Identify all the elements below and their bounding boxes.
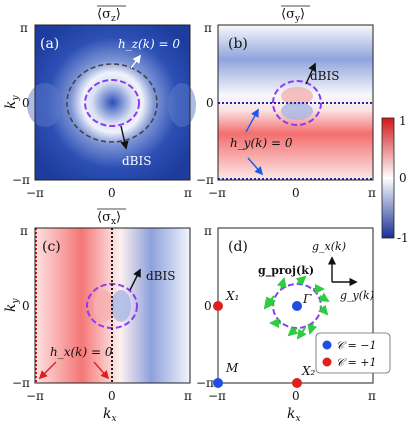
- field-arrow: [307, 322, 318, 335]
- panel-d-gamma-label: Γ: [302, 292, 312, 306]
- panel-b-hy-arrow-down: [247, 157, 264, 176]
- panel-a-dbis-arrow: [120, 125, 129, 150]
- panel-d-ytick-negpi: −π: [196, 376, 214, 390]
- colorbar-mid-label: 0: [399, 171, 407, 185]
- legend-box: [315, 332, 391, 374]
- colorbar-min-label: -1: [397, 231, 409, 245]
- panel-b-center-red: [281, 87, 313, 105]
- panel-d-xtick-negpi: −π: [208, 389, 226, 403]
- panel-a-ytick-pi: π: [20, 21, 28, 35]
- panel-c-center-red: [94, 290, 114, 322]
- panel-a-label: (a): [40, 36, 59, 52]
- panel-b-title: ⟨σy⟩: [281, 7, 305, 24]
- panel-b-xtick-pi: π: [368, 186, 376, 200]
- panel-c: ⟨σx⟩ (c) dBIS h_x(k) = 0 ky π 0 −π −π 0 …: [3, 208, 192, 424]
- panel-d-ytick-pi: π: [204, 224, 212, 238]
- panel-d-X2-point: [292, 378, 302, 388]
- panel-a-dbis-contour: [84, 79, 140, 127]
- panel-b-dbis-arrow: [305, 62, 317, 85]
- panel-a-xtick-pi: π: [184, 186, 192, 200]
- panel-a-corner-glow: [27, 83, 63, 127]
- panel-d-xtick-0: 0: [292, 389, 300, 403]
- panel-b-ytick-pi: π: [204, 21, 212, 35]
- panel-a-hz-label: h_z(k) = 0: [118, 37, 180, 51]
- panel-d-legend: 𝒞 = −1 𝒞 = +1: [315, 332, 391, 374]
- panel-d-gamma-point: [292, 301, 302, 311]
- panel-b-xtick-0: 0: [292, 186, 300, 200]
- legend-label-red: 𝒞 = +1: [336, 356, 376, 369]
- panel-b-dbis-label: dBIS: [310, 69, 339, 83]
- field-arrow: [276, 277, 287, 290]
- panel-d-ytick-0: 0: [204, 299, 212, 313]
- panel-d-gproj-label: g_proj(k): [258, 264, 314, 278]
- panel-b-ytick-negpi: −π: [196, 173, 214, 187]
- panel-c-hx-arrow-right: [93, 361, 110, 380]
- panel-d-label: (d): [228, 239, 248, 255]
- field-arrow: [295, 275, 307, 287]
- field-arrow: [296, 327, 307, 340]
- panel-b: ⟨σy⟩ (b) dBIS h_y(k) = 0 π 0 −π −π 0 π: [196, 5, 376, 200]
- panel-c-xtick-0: 0: [108, 389, 116, 403]
- panel-c-xtick-pi: π: [184, 389, 192, 403]
- panel-b-frame: [217, 24, 374, 181]
- panel-d-field-arrows: [263, 275, 330, 340]
- panel-d-xtick-pi: π: [368, 389, 376, 403]
- panel-d: (d) g_x(k) g_y(k) g_proj(k) Γ X₁ X₂: [196, 224, 391, 424]
- panel-b-ytick-0: 0: [206, 96, 214, 110]
- panel-c-hx-arrow-left: [38, 361, 57, 380]
- panel-d-gx-label: g_x(k): [312, 240, 346, 253]
- field-arrow: [317, 304, 329, 316]
- panel-d-M-label: M: [225, 361, 239, 375]
- field-arrow: [263, 295, 275, 310]
- panel-c-ytick-0: 0: [22, 299, 30, 313]
- panel-c-xtick-negpi: −π: [26, 389, 44, 403]
- panel-c-center-blue: [111, 290, 131, 322]
- legend-marker-red: [322, 357, 332, 367]
- panel-c-dbis-label: dBIS: [146, 269, 175, 283]
- panel-a-ytick-negpi: −π: [12, 173, 30, 187]
- panel-b-hy-label: h_y(k) = 0: [230, 136, 293, 150]
- panel-a-xtick-negpi: −π: [26, 186, 44, 200]
- panel-d-M-point: [213, 378, 223, 388]
- panel-c-ytick-pi: π: [20, 224, 28, 238]
- panel-b-center-blue: [281, 102, 313, 120]
- panel-c-frame: [34, 227, 191, 384]
- panel-b-xtick-negpi: −π: [208, 186, 226, 200]
- panel-a: ⟨σz⟩ (a) h_z(k) = 0 dBIS ky π 0 −π −π 0 …: [3, 5, 196, 200]
- panel-c-hx-label: h_x(k) = 0: [50, 345, 113, 359]
- panel-c-ky-label: ky: [3, 298, 21, 312]
- panel-b-hy-arrow-up: [245, 108, 259, 133]
- field-arrow: [318, 292, 330, 303]
- legend-label-blue: 𝒞 = −1: [336, 339, 376, 352]
- panel-c-title: ⟨σx⟩: [97, 210, 121, 227]
- panel-a-ky-label: ky: [3, 95, 21, 109]
- panel-a-title: ⟨σz⟩: [97, 7, 121, 24]
- panel-a-ytick-0: 0: [22, 96, 30, 110]
- panel-c-dbis-arrow: [129, 268, 141, 291]
- panel-b-dbis-contour: [272, 80, 322, 126]
- panel-d-gy-label: g_y(k): [340, 289, 374, 302]
- panel-a-corner-glow-right: [168, 83, 196, 127]
- colorbar-max-label: 1: [399, 114, 407, 128]
- panel-b-label: (b): [228, 36, 248, 52]
- panel-d-X1-point: [213, 301, 223, 311]
- panel-a-dbis-label: dBIS: [122, 154, 151, 168]
- panel-d-X1-label: X₁: [225, 289, 239, 303]
- panel-a-frame: [34, 24, 191, 181]
- panel-a-hz-contour: [66, 63, 158, 143]
- panel-c-label: (c): [42, 239, 61, 255]
- field-arrow: [287, 325, 299, 337]
- panel-a-hz-arrow: [130, 54, 142, 69]
- panel-c-kx-label: kx: [103, 406, 117, 424]
- panel-d-X2-label: X₂: [301, 364, 316, 378]
- panel-d-kx-label: kx: [287, 406, 301, 424]
- legend-marker-blue: [322, 340, 332, 350]
- colorbar: 1 0 -1: [381, 114, 409, 245]
- panel-a-xtick-0: 0: [108, 186, 116, 200]
- colorbar-bar: [381, 117, 395, 239]
- panel-c-ytick-negpi: −π: [12, 376, 30, 390]
